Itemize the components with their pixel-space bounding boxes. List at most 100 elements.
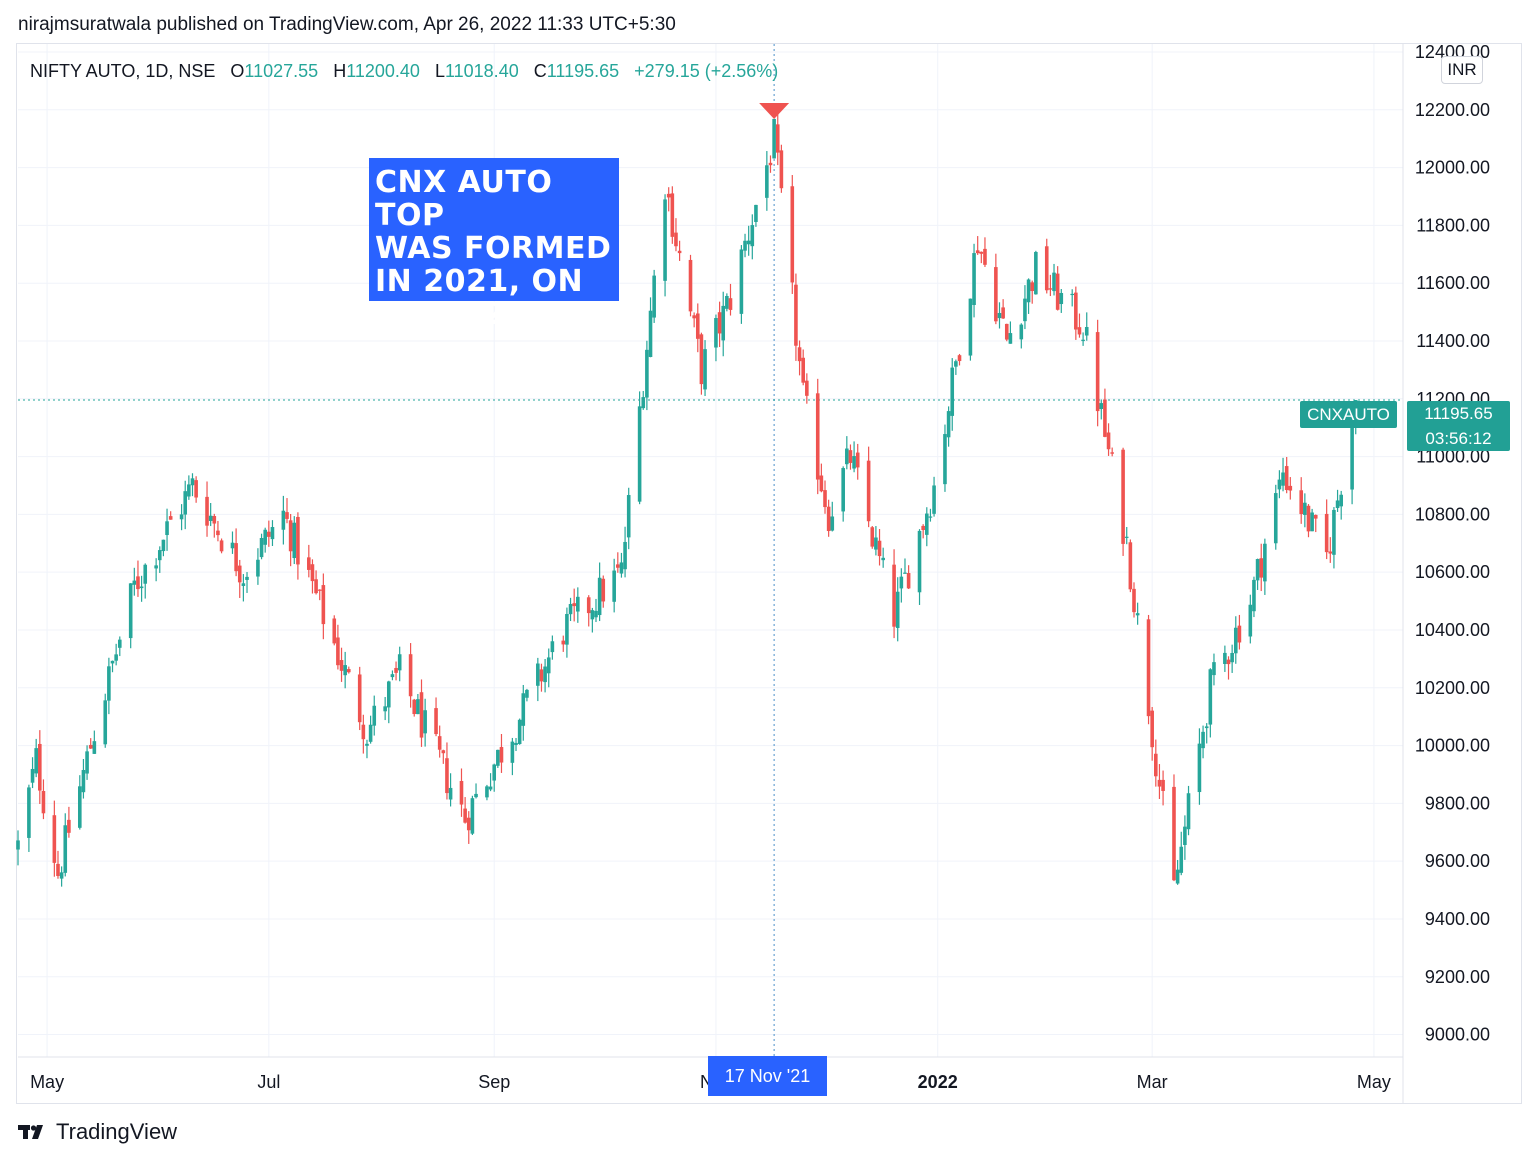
- candle-body: [1008, 333, 1013, 344]
- candle-body: [1132, 588, 1136, 613]
- candle-body: [448, 787, 453, 800]
- candle-body: [372, 705, 377, 726]
- candle-body: [1135, 613, 1140, 616]
- candle-body: [288, 520, 293, 552]
- candle-body: [143, 564, 148, 584]
- candle-body: [488, 786, 493, 790]
- candle-body: [692, 315, 696, 319]
- candle-body: [321, 585, 326, 625]
- candle-body: [1339, 494, 1344, 507]
- candle-body: [179, 514, 184, 520]
- candle-body: [208, 515, 213, 521]
- candle-body: [394, 667, 398, 673]
- candle-body: [550, 641, 555, 653]
- candle-body: [219, 540, 224, 552]
- candle-body: [292, 522, 297, 559]
- candle-body: [1095, 332, 1100, 412]
- candle-body: [296, 516, 300, 565]
- candle-body: [801, 357, 805, 383]
- candle-body: [1310, 512, 1314, 532]
- last-price-label: 11195.65 03:56:12: [1407, 401, 1510, 451]
- candle-body: [259, 538, 264, 558]
- candle-body: [972, 253, 976, 305]
- footer-brand[interactable]: TradingView: [56, 1119, 178, 1144]
- candle-body: [1335, 500, 1340, 509]
- candle-body: [957, 355, 962, 362]
- candle-body: [1273, 493, 1278, 544]
- candle-body: [1212, 662, 1216, 676]
- candle-body: [819, 475, 824, 492]
- candles: [16, 113, 1358, 887]
- x-tick-label: Jul: [257, 1072, 280, 1092]
- candle-body: [797, 347, 802, 362]
- legend-open: 11027.55: [244, 61, 319, 81]
- candle-body: [703, 349, 707, 390]
- candle-body: [1128, 542, 1133, 590]
- currency-button[interactable]: INR: [1441, 56, 1483, 84]
- candle-body: [975, 250, 980, 254]
- candle-body: [368, 724, 373, 742]
- candle-body: [743, 240, 747, 251]
- candle-body: [307, 557, 311, 570]
- annotation-box[interactable]: CNX AUTO TOP WAS FORMED IN 2021, ON 17/1…: [369, 158, 619, 331]
- candle-body: [419, 692, 424, 738]
- candle-body: [474, 793, 478, 798]
- candle-body: [855, 452, 860, 468]
- legend-open-label: O: [230, 61, 245, 81]
- candle-body: [466, 817, 471, 831]
- bar-countdown: 03:56:12: [1425, 429, 1492, 448]
- candle-body: [954, 361, 958, 367]
- candle-body: [285, 512, 289, 519]
- x-tick-label: Mar: [1137, 1072, 1168, 1092]
- candle-body: [928, 516, 933, 518]
- candle-body: [823, 490, 827, 508]
- candle-body: [739, 249, 744, 314]
- candle-body: [165, 521, 169, 536]
- candle-body: [1183, 826, 1187, 846]
- candle-body: [652, 275, 656, 318]
- candle-body: [1023, 298, 1027, 322]
- candle-body: [1281, 472, 1285, 486]
- candle-body: [437, 736, 442, 750]
- y-tick-label: 9400.00: [1425, 909, 1490, 929]
- candle-body: [412, 699, 417, 715]
- candle-body: [183, 491, 188, 515]
- candle-body: [1081, 339, 1085, 342]
- candle-body: [775, 124, 780, 153]
- y-tick-label: 10200.00: [1415, 678, 1490, 698]
- candle-body: [921, 525, 925, 531]
- candle-body: [721, 305, 726, 341]
- candle-body: [601, 578, 606, 602]
- candle-body: [187, 484, 191, 497]
- candle-body: [1223, 652, 1227, 664]
- candle-body: [245, 576, 249, 580]
- candle-body: [1121, 449, 1125, 544]
- candle-body: [139, 586, 144, 589]
- candle-body: [1077, 327, 1082, 335]
- candle-body: [968, 298, 973, 356]
- candle-body: [895, 591, 900, 628]
- candle-body: [88, 744, 93, 749]
- candle-body: [230, 542, 235, 549]
- peak-marker: [759, 103, 790, 119]
- tradingview-logo-icon: [18, 1125, 43, 1139]
- candle-body: [1284, 466, 1289, 491]
- candle-body: [670, 193, 675, 237]
- candle-body: [1204, 726, 1209, 729]
- candle-body: [190, 478, 195, 486]
- legend-low-label: L: [434, 61, 445, 81]
- candle-body: [870, 527, 875, 547]
- candle-body: [237, 565, 242, 583]
- candle-body: [103, 700, 108, 745]
- candle-body: [1055, 273, 1060, 310]
- candle-body: [357, 674, 362, 723]
- candle-body: [1030, 282, 1035, 292]
- candle-body: [1124, 536, 1129, 538]
- candle-body: [470, 798, 475, 834]
- candle-body: [841, 468, 845, 512]
- candle-body: [1084, 326, 1089, 336]
- candle-body: [826, 506, 831, 532]
- candle-body: [790, 186, 795, 283]
- candle-body: [932, 485, 936, 514]
